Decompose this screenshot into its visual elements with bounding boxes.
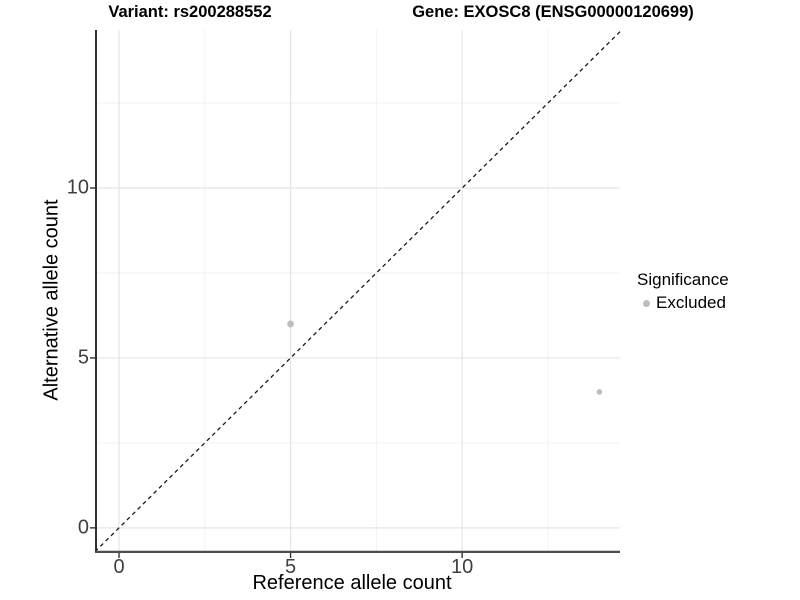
- plot-title-variant: Variant: rs200288552: [108, 3, 272, 21]
- legend-key-box: [637, 294, 655, 312]
- legend-item-excluded: Excluded: [637, 293, 729, 313]
- plot-area: [90, 30, 621, 558]
- plot-title-gene: Gene: EXOSC8 (ENSG00000120699): [412, 3, 694, 21]
- x-tick-label: 10: [451, 556, 474, 578]
- legend-item-label: Excluded: [656, 293, 726, 312]
- y-tick-label: 0: [77, 516, 89, 539]
- identity-line: [94, 31, 621, 553]
- legend: Significance Excluded: [637, 270, 729, 313]
- legend-title: Significance: [637, 270, 729, 289]
- excluded-point-icon: [642, 299, 650, 307]
- x-axis-title: Reference allele count: [252, 572, 452, 594]
- data-point: [596, 389, 603, 395]
- data-point: [287, 320, 294, 328]
- y-axis-title: Alternative allele count: [40, 199, 63, 401]
- y-tick-label: 10: [66, 176, 89, 199]
- x-tick-label: 0: [113, 556, 125, 578]
- x-tick-label: 5: [285, 556, 297, 578]
- y-tick-label: 5: [77, 346, 89, 369]
